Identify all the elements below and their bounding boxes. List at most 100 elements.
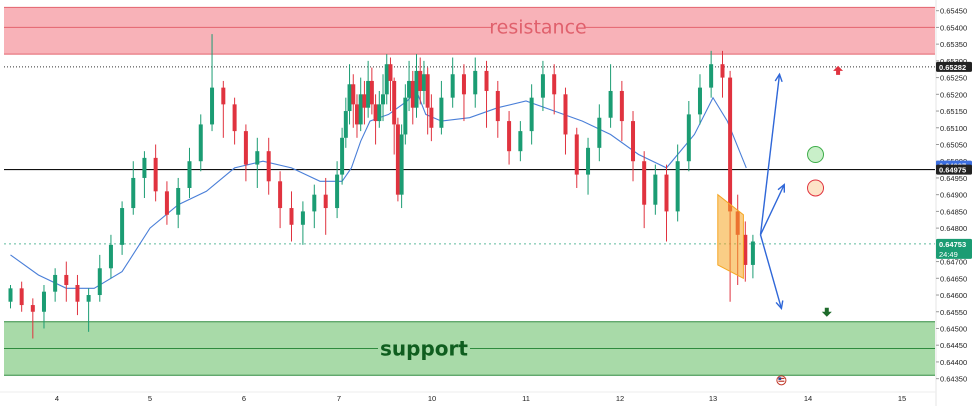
candle-body bbox=[743, 234, 748, 265]
green-down-arrow-icon bbox=[821, 307, 832, 317]
candle-body bbox=[30, 305, 35, 312]
candle-body bbox=[64, 274, 69, 285]
time-tick-label: 14 bbox=[804, 394, 812, 403]
resistance-zone bbox=[4, 7, 935, 55]
candle-body bbox=[461, 74, 466, 95]
candle-body bbox=[529, 97, 534, 132]
candle-body bbox=[373, 104, 378, 122]
candle-body bbox=[381, 94, 386, 105]
dotted-level-badge-bg bbox=[936, 61, 972, 72]
current-price-badge-bg bbox=[936, 238, 972, 259]
us-flag-stripe bbox=[778, 380, 785, 382]
candle-body bbox=[108, 244, 113, 269]
candle-body bbox=[473, 70, 478, 95]
time-tick-label: 15 bbox=[898, 394, 906, 403]
candle-body bbox=[421, 74, 426, 91]
candle-body bbox=[210, 87, 215, 125]
red-up-arrow-icon bbox=[833, 65, 844, 75]
candle-body bbox=[86, 295, 91, 302]
candle-body bbox=[75, 284, 80, 302]
candle-body bbox=[395, 124, 400, 195]
projection-down-arrow bbox=[759, 234, 784, 310]
projection-mid-arrow-head bbox=[777, 183, 786, 193]
candle-body bbox=[418, 70, 423, 91]
price-tick-label: 0.64950 bbox=[940, 174, 967, 183]
projection-up-arrow bbox=[759, 72, 783, 235]
candle-body bbox=[586, 147, 591, 175]
time-tick-label: 7 bbox=[337, 394, 341, 403]
candle-body bbox=[653, 174, 658, 205]
current-price-badge-label: 0.64753 bbox=[939, 240, 966, 249]
candle-body bbox=[369, 80, 374, 105]
candle-body bbox=[450, 74, 455, 98]
projection-up-arrow-line bbox=[759, 74, 781, 235]
candle-body bbox=[232, 104, 237, 132]
candle-body bbox=[608, 90, 613, 118]
candle-body bbox=[153, 157, 158, 192]
price-tick-label: 0.65450 bbox=[940, 7, 967, 16]
candle-body bbox=[540, 74, 545, 98]
candle-body bbox=[642, 161, 647, 205]
candle-body bbox=[351, 84, 356, 105]
price-tick-label: 0.64900 bbox=[940, 191, 967, 200]
price-tick-label: 0.64650 bbox=[940, 274, 967, 283]
price-tick-label: 0.65300 bbox=[940, 57, 967, 66]
candle-body bbox=[518, 131, 523, 152]
price-tick-label: 0.64400 bbox=[940, 358, 967, 367]
candle-body bbox=[377, 104, 382, 122]
projection-down-arrow-head bbox=[775, 300, 784, 310]
time-axis: 456710111213141517 bbox=[55, 394, 906, 403]
candle-body bbox=[120, 208, 125, 245]
candle-body bbox=[187, 161, 192, 188]
dotted-level-badge: 0.65282 bbox=[936, 61, 972, 72]
candle-body bbox=[574, 134, 579, 175]
candle-body bbox=[392, 80, 397, 125]
projection-down-arrow-line bbox=[759, 234, 783, 309]
current-price-badge-countdown: 24:49 bbox=[939, 250, 958, 259]
projection-up-arrow-head bbox=[774, 72, 783, 83]
candle-body bbox=[131, 177, 136, 209]
candle-body bbox=[221, 87, 226, 105]
candle-body bbox=[362, 94, 367, 108]
candle-body bbox=[709, 64, 714, 88]
candle-body bbox=[403, 97, 408, 135]
candle-body bbox=[631, 121, 636, 162]
candle-body bbox=[343, 111, 348, 138]
candle-body bbox=[597, 117, 602, 148]
dotted-level-badge-label: 0.65282 bbox=[939, 63, 966, 72]
time-tick-label: 4 bbox=[55, 394, 59, 403]
candle-body bbox=[8, 288, 13, 302]
price-tick-label: 0.65250 bbox=[940, 74, 967, 83]
candle-body bbox=[323, 194, 328, 209]
solid-level-badge-label: 0.64975 bbox=[939, 166, 966, 175]
candle-body bbox=[388, 64, 393, 81]
candle-body bbox=[563, 94, 568, 135]
candle-body bbox=[243, 131, 248, 165]
candle-body bbox=[750, 241, 755, 265]
us-flag-stripe bbox=[778, 377, 785, 380]
candle-body bbox=[358, 94, 363, 125]
candle-body bbox=[619, 90, 624, 122]
candle-body bbox=[507, 121, 512, 152]
solid-level-badge: 0.64975 bbox=[936, 164, 972, 175]
solid-level-badge-bg bbox=[936, 164, 972, 175]
candle-body bbox=[664, 174, 669, 212]
time-tick-label: 12 bbox=[616, 394, 624, 403]
us-flag-icon bbox=[776, 375, 787, 386]
candle-body bbox=[414, 70, 419, 108]
candle-body bbox=[164, 191, 169, 215]
consolidation-box bbox=[717, 193, 744, 280]
price-tick-label: 0.64800 bbox=[940, 224, 967, 233]
resistance-label: resistance bbox=[489, 16, 586, 38]
candle-body bbox=[552, 74, 557, 95]
time-tick-label: 11 bbox=[522, 394, 530, 403]
candle-body bbox=[728, 77, 733, 212]
candle-body bbox=[289, 208, 294, 225]
candle-body bbox=[484, 70, 489, 91]
price-tick-label: 0.64450 bbox=[940, 341, 967, 350]
candle-body bbox=[354, 104, 359, 125]
price-tick-label: 0.65400 bbox=[940, 23, 967, 32]
green-circle-marker bbox=[807, 146, 825, 164]
